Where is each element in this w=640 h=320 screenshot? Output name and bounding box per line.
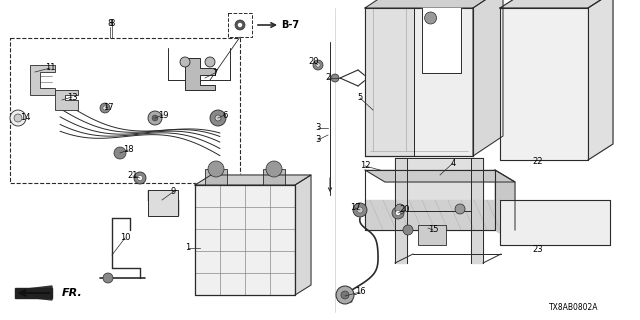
Circle shape (152, 115, 158, 121)
Polygon shape (473, 0, 503, 156)
Text: 20: 20 (400, 205, 410, 214)
Bar (263, 169, 285, 185)
Polygon shape (500, 0, 613, 8)
Circle shape (235, 20, 245, 30)
Polygon shape (18, 286, 52, 300)
Text: B-7: B-7 (281, 20, 299, 30)
Text: 22: 22 (532, 157, 543, 166)
Polygon shape (500, 8, 588, 160)
Polygon shape (422, 8, 461, 73)
Bar (418, 225, 446, 245)
Circle shape (395, 204, 405, 214)
Circle shape (316, 63, 320, 67)
Text: 7: 7 (212, 68, 218, 77)
Text: 6: 6 (222, 110, 228, 119)
Polygon shape (413, 8, 473, 156)
Polygon shape (471, 158, 483, 263)
Circle shape (10, 110, 26, 126)
Text: 10: 10 (120, 234, 131, 243)
Text: 14: 14 (20, 114, 30, 123)
Circle shape (455, 204, 465, 214)
Text: 15: 15 (428, 226, 438, 235)
Circle shape (210, 110, 226, 126)
Bar (148, 190, 178, 216)
Circle shape (357, 207, 363, 213)
Circle shape (237, 22, 243, 28)
Circle shape (353, 203, 367, 217)
Circle shape (215, 115, 221, 121)
Text: TX8AB0802A: TX8AB0802A (548, 303, 598, 313)
Circle shape (313, 60, 323, 70)
Polygon shape (15, 288, 52, 298)
Circle shape (114, 147, 126, 159)
Bar (205, 169, 227, 185)
Text: 5: 5 (357, 93, 363, 102)
Circle shape (341, 291, 349, 299)
Circle shape (403, 225, 413, 235)
Bar (228, 13, 252, 37)
Text: 4: 4 (451, 158, 456, 167)
Polygon shape (365, 170, 515, 182)
Circle shape (148, 111, 162, 125)
Circle shape (205, 57, 215, 67)
Circle shape (14, 114, 22, 122)
Text: 1: 1 (186, 244, 191, 252)
Text: 3: 3 (316, 124, 321, 132)
Polygon shape (395, 158, 483, 211)
Text: 20: 20 (308, 58, 319, 67)
Polygon shape (495, 170, 515, 242)
Text: 8: 8 (109, 19, 115, 28)
Text: 9: 9 (170, 188, 175, 196)
Circle shape (396, 211, 401, 215)
Text: 11: 11 (45, 63, 55, 73)
Text: FR.: FR. (61, 288, 83, 298)
Polygon shape (365, 8, 413, 156)
Polygon shape (55, 90, 78, 110)
Text: 2: 2 (325, 74, 331, 83)
Polygon shape (588, 0, 613, 160)
Circle shape (392, 207, 404, 219)
Circle shape (103, 273, 113, 283)
Text: 17: 17 (349, 204, 360, 212)
Text: 3: 3 (316, 135, 321, 145)
Polygon shape (500, 200, 610, 245)
Polygon shape (30, 65, 55, 95)
Circle shape (266, 161, 282, 177)
Circle shape (138, 175, 143, 180)
Polygon shape (195, 175, 311, 185)
Polygon shape (395, 158, 407, 263)
Text: 17: 17 (102, 102, 113, 111)
Text: 23: 23 (532, 245, 543, 254)
Text: 21: 21 (128, 172, 138, 180)
Circle shape (424, 12, 436, 24)
Circle shape (103, 106, 107, 110)
Polygon shape (365, 0, 503, 8)
Bar (10, 38, 240, 183)
Circle shape (336, 286, 354, 304)
Text: 16: 16 (355, 287, 365, 297)
Polygon shape (195, 185, 295, 295)
Circle shape (180, 57, 190, 67)
Circle shape (331, 74, 339, 82)
Circle shape (100, 103, 110, 113)
Circle shape (134, 172, 146, 184)
FancyArrowPatch shape (20, 290, 49, 296)
Circle shape (208, 161, 224, 177)
Text: 18: 18 (123, 146, 133, 155)
Polygon shape (365, 200, 495, 230)
Text: 19: 19 (157, 110, 168, 119)
Polygon shape (185, 58, 215, 90)
Text: 8: 8 (107, 19, 113, 28)
Text: 13: 13 (67, 92, 77, 101)
Text: 12: 12 (360, 162, 371, 171)
Polygon shape (295, 175, 311, 295)
